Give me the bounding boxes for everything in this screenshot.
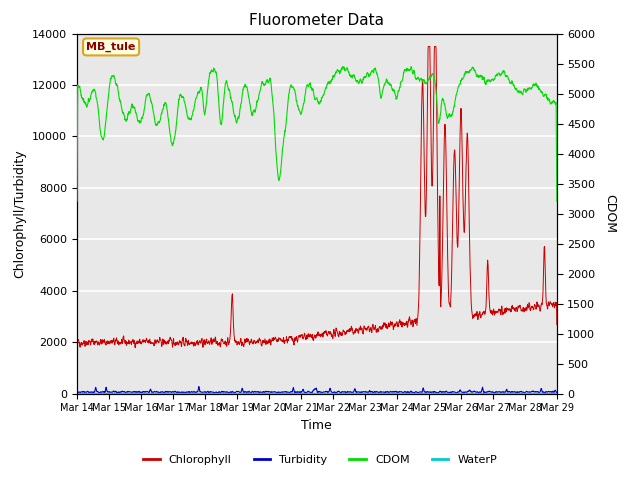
Title: Fluorometer Data: Fluorometer Data bbox=[250, 13, 384, 28]
Y-axis label: Chlorophyll/Turbidity: Chlorophyll/Turbidity bbox=[13, 149, 26, 278]
Text: MB_tule: MB_tule bbox=[86, 42, 136, 52]
X-axis label: Time: Time bbox=[301, 419, 332, 432]
Y-axis label: CDOM: CDOM bbox=[603, 194, 616, 233]
Legend: Chlorophyll, Turbidity, CDOM, WaterP: Chlorophyll, Turbidity, CDOM, WaterP bbox=[138, 451, 502, 469]
